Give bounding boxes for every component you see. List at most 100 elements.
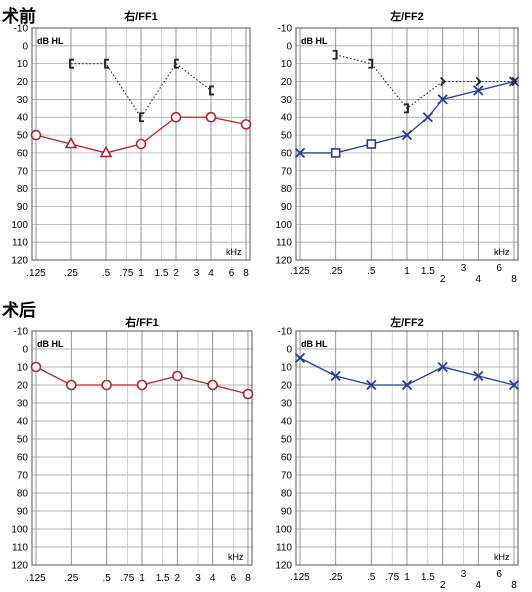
y-tick-label: 60 (17, 148, 29, 159)
data-point (205, 111, 217, 123)
y-tick-label: -10 (14, 24, 29, 35)
data-point (294, 147, 306, 159)
y-tick-label: 20 (281, 77, 293, 88)
x-tick-label: 1.5 (421, 572, 435, 583)
y-tick-label: 120 (11, 561, 28, 572)
x-tick-label: 6 (496, 263, 502, 274)
data-point (30, 129, 42, 141)
y-tick-label: 80 (17, 489, 29, 500)
y-tick-label: 100 (275, 220, 292, 231)
series-1 (30, 111, 252, 158)
y-tick-label: 70 (17, 471, 29, 482)
x-tick-label: .5 (367, 266, 376, 277)
y-tick-label: 100 (11, 220, 28, 231)
series-line (71, 62, 212, 119)
x-tick-label: .5 (102, 268, 111, 279)
x-tick-label: .125 (290, 572, 310, 583)
data-point (170, 111, 182, 123)
y-tick-label: -10 (278, 327, 293, 338)
data-point (437, 361, 448, 373)
data-point (294, 352, 306, 364)
series-2 (69, 58, 214, 123)
unit-label-khz: kHz (228, 552, 244, 562)
x-tick-label: 3 (195, 573, 201, 584)
data-point (440, 76, 446, 87)
x-tick-label: 2 (175, 573, 181, 584)
x-tick-label: 8 (245, 573, 251, 584)
data-point (404, 103, 409, 114)
data-point (99, 145, 113, 158)
y-tick-label: 110 (276, 238, 292, 249)
x-tick-label: 2 (173, 268, 179, 279)
data-point (332, 49, 338, 60)
x-tick-label: 6 (496, 569, 502, 580)
data-point (330, 370, 341, 382)
audiogram-panel-2: 左/FF2 -10 0 10 20 30 40 50 60 70 80 90 100 110 120 dB H… (275, 9, 520, 285)
y-tick-label: 70 (281, 166, 293, 177)
audiogram-panel-3: 右/FF1 -10 0 10 20 30 40 50 60 70 80 90 100 110 120 dB H… (11, 315, 254, 584)
panel-frame (295, 330, 519, 566)
x-tick-label: .25 (64, 268, 78, 279)
audiogram-panel-4: 左/FF2 -10 0 10 20 30 40 50 60 70 80 90 100 110 120 dB H… (275, 315, 520, 591)
y-tick-label: 120 (275, 256, 292, 267)
y-tick-label: 60 (17, 453, 29, 464)
x-tick-label: .5 (367, 572, 376, 583)
x-tick-label: 1.5 (155, 268, 169, 279)
y-tick-label: 90 (281, 202, 293, 213)
panel-title: 右/FF1 (123, 9, 158, 23)
y-tick-label: 80 (17, 184, 29, 195)
series-2 (332, 49, 518, 114)
data-point (64, 136, 78, 149)
y-tick-label: 80 (281, 184, 293, 195)
x-tick-label: 1.5 (421, 266, 435, 277)
unit-label-dbhl: dB HL (301, 339, 328, 349)
y-tick-label: 10 (281, 363, 293, 374)
series-1 (294, 352, 520, 391)
data-point (135, 138, 147, 150)
unit-label-khz: kHz (494, 247, 510, 257)
x-tick-label: .25 (64, 573, 78, 584)
unit-label-khz: kHz (494, 552, 510, 562)
data-point (136, 379, 148, 391)
y-tick-label: 0 (286, 345, 292, 356)
data-point (66, 379, 77, 391)
y-tick-label: 60 (281, 453, 293, 464)
audiogram-panel-1: 右/FF1 -10 0 10 20 30 40 50 60 70 80 90 100 110 120 dB H… (11, 9, 252, 279)
y-tick-label: 80 (281, 489, 293, 500)
data-point (368, 58, 374, 69)
x-tick-label: .125 (26, 573, 46, 584)
data-point (30, 361, 42, 373)
y-tick-label: -10 (14, 327, 29, 338)
x-tick-label: 4 (208, 268, 214, 279)
series-1 (294, 76, 520, 159)
data-point (242, 388, 254, 400)
data-point (401, 129, 413, 141)
x-tick-label: 8 (511, 274, 517, 285)
data-point (422, 112, 434, 123)
y-tick-label: 40 (281, 113, 293, 124)
data-point (511, 76, 518, 87)
data-point (69, 58, 74, 69)
x-tick-label: 1 (404, 572, 410, 583)
y-tick-label: 50 (281, 131, 293, 142)
data-point (508, 76, 520, 87)
section-title-preop: 术前 (2, 7, 36, 27)
data-point (207, 379, 218, 391)
y-tick-label: 100 (11, 525, 28, 536)
y-tick-label: 0 (22, 41, 28, 52)
y-tick-label: 110 (276, 543, 292, 554)
data-point (366, 139, 377, 149)
x-tick-label: .75 (120, 573, 134, 584)
x-tick-label: .75 (120, 268, 134, 279)
y-tick-label: 10 (17, 363, 29, 374)
y-tick-label: 10 (281, 59, 293, 70)
x-tick-label: 6 (231, 573, 237, 584)
x-tick-label: 2 (440, 274, 446, 285)
data-point (240, 119, 252, 130)
panel-frame (31, 330, 253, 566)
data-point (366, 379, 377, 391)
data-point (473, 370, 484, 382)
y-tick-label: 20 (281, 381, 293, 392)
y-tick-label: 0 (286, 41, 292, 52)
y-tick-label: 110 (12, 238, 28, 249)
